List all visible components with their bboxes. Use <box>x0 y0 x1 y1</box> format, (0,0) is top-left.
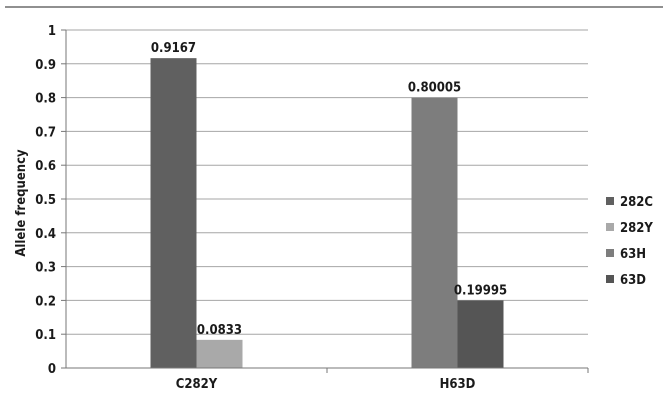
bar-63h-h63d <box>411 97 458 368</box>
data-label: 0.9167 <box>151 41 196 56</box>
bars <box>150 58 504 369</box>
data-labels: 0.9167 0.0833 0.80005 0.19995 <box>151 41 507 338</box>
y-tick-label: 0.8 <box>35 92 56 107</box>
data-label: 0.19995 <box>454 283 507 298</box>
y-tick-label: 0.9 <box>35 58 56 73</box>
x-category-label: C282Y <box>176 377 218 392</box>
x-category-label: H63D <box>440 377 476 392</box>
legend: 282C 282Y 63H 63D <box>606 195 653 288</box>
data-label: 0.80005 <box>408 81 461 96</box>
legend-label: 282Y <box>620 221 653 236</box>
legend-swatch <box>606 197 614 205</box>
bar-282c-c282y <box>150 58 197 369</box>
y-tick-label: 0.7 <box>35 125 56 140</box>
legend-swatch <box>606 275 614 283</box>
bar-282y-c282y <box>196 339 243 368</box>
y-tick-label: 1 <box>48 24 56 39</box>
legend-swatch <box>606 223 614 231</box>
legend-swatch <box>606 249 614 257</box>
y-tick-label: 0.4 <box>35 227 56 242</box>
y-tick-label: 0.3 <box>35 261 56 276</box>
y-tick-label: 0.5 <box>35 193 56 208</box>
y-tick-label: 0.1 <box>35 328 56 343</box>
y-tick-label: 0.2 <box>35 294 56 309</box>
bar-63d-h63d <box>457 300 504 368</box>
data-label: 0.0833 <box>197 323 242 338</box>
legend-label: 63H <box>620 247 646 262</box>
y-tick-label: 0.6 <box>35 159 56 174</box>
gridlines <box>66 29 588 335</box>
legend-label: 63D <box>620 273 646 288</box>
y-axis-title: Allele frequency <box>14 149 29 257</box>
axes: 0 0.1 0.2 0.3 0.4 0.5 0.6 0.7 0.8 0.9 1 C282Y H63D <box>35 24 589 392</box>
y-tick-label: 0 <box>48 362 56 377</box>
legend-label: 282C <box>620 195 653 210</box>
